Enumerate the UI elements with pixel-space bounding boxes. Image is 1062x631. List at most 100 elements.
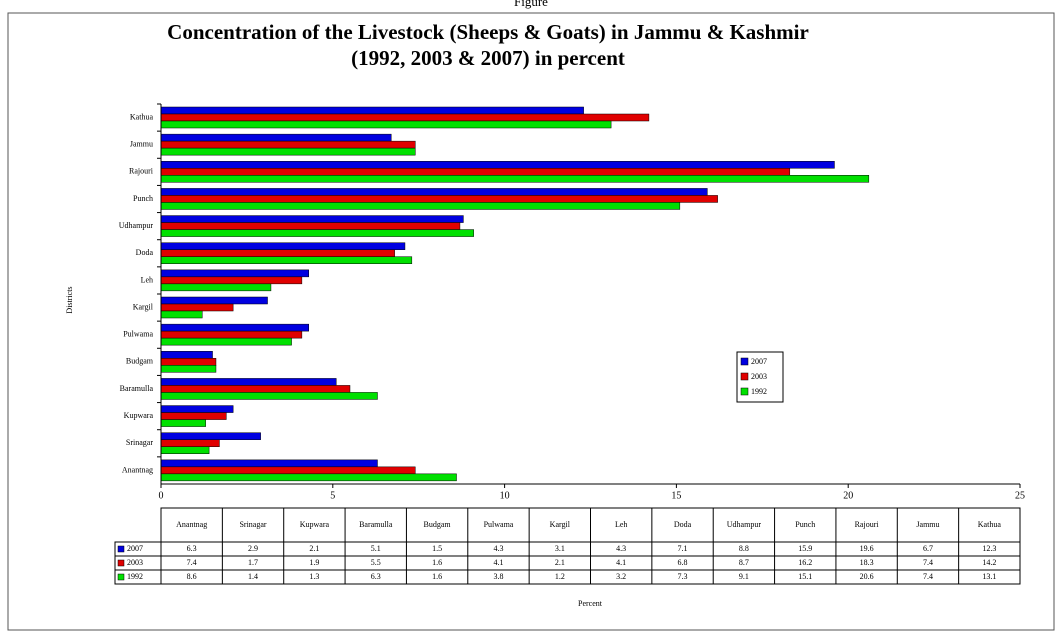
bar bbox=[160, 296, 268, 305]
table-value: 3.8 bbox=[493, 572, 503, 581]
table-value: 5.1 bbox=[371, 544, 381, 553]
y-tick-label: Budgam bbox=[126, 357, 154, 366]
y-axis-title: Districts bbox=[65, 286, 74, 313]
bar bbox=[160, 405, 234, 413]
table-header-label: Doda bbox=[674, 520, 692, 529]
legend-swatch bbox=[740, 372, 749, 381]
bar bbox=[160, 351, 213, 359]
bar bbox=[160, 446, 210, 454]
x-tick-label: 10 bbox=[500, 490, 510, 501]
table-value: 8.6 bbox=[187, 572, 197, 581]
table-header-label: Anantnag bbox=[176, 520, 207, 529]
legend-label: 2003 bbox=[751, 372, 767, 381]
bar bbox=[160, 303, 234, 312]
bar bbox=[160, 432, 261, 440]
bar bbox=[160, 392, 378, 400]
bar bbox=[160, 140, 416, 149]
bar bbox=[160, 466, 416, 475]
table-header-label: Kathua bbox=[978, 520, 1002, 529]
table-series: 1992 bbox=[127, 572, 143, 581]
bar bbox=[160, 168, 791, 176]
table-value: 6.7 bbox=[923, 544, 933, 553]
table-header-label: Pulwama bbox=[484, 520, 514, 529]
table-value: 15.9 bbox=[798, 544, 812, 553]
bar bbox=[160, 188, 708, 196]
bar bbox=[160, 242, 406, 250]
table-series: 2003 bbox=[127, 558, 143, 567]
table-value: 4.3 bbox=[493, 544, 503, 553]
bar bbox=[160, 459, 378, 468]
table-value: 2.1 bbox=[309, 544, 319, 553]
table-value: 7.4 bbox=[923, 558, 933, 567]
legend-label: 2007 bbox=[751, 357, 767, 366]
y-tick-label: Anantnag bbox=[122, 465, 153, 474]
bar bbox=[160, 310, 203, 319]
table-value: 7.3 bbox=[678, 572, 688, 581]
table-header-label: Leh bbox=[615, 520, 627, 529]
x-tick-label: 0 bbox=[159, 490, 164, 501]
table-value: 1.9 bbox=[309, 558, 319, 567]
table-value: 12.3 bbox=[982, 544, 996, 553]
chart-title: Concentration of the Livestock (Sheeps &… bbox=[167, 20, 809, 44]
y-tick-label: Doda bbox=[136, 248, 154, 257]
bar bbox=[160, 175, 870, 183]
bar bbox=[160, 113, 650, 122]
x-tick-label: 20 bbox=[843, 490, 853, 501]
table-value: 4.1 bbox=[616, 558, 626, 567]
table-header-label: Kupwara bbox=[300, 520, 330, 529]
table-value: 7.4 bbox=[187, 558, 197, 567]
caption: Figure bbox=[514, 0, 548, 9]
chart-title: (1992, 2003 & 2007) in percent bbox=[351, 46, 625, 70]
frame bbox=[7, 12, 1055, 631]
table-value: 5.5 bbox=[371, 558, 381, 567]
bar bbox=[160, 215, 464, 223]
table-header-label: Jammu bbox=[916, 520, 939, 529]
table-value: 1.5 bbox=[432, 544, 442, 553]
bar bbox=[160, 358, 217, 366]
table-value: 16.2 bbox=[798, 558, 812, 567]
table-value: 1.6 bbox=[432, 558, 442, 567]
table-value: 2.9 bbox=[248, 544, 258, 553]
bar bbox=[160, 106, 584, 115]
table-value: 18.3 bbox=[860, 558, 874, 567]
x-tick-label: 25 bbox=[1015, 490, 1025, 501]
y-tick-label: Punch bbox=[133, 194, 153, 203]
bar bbox=[160, 378, 337, 386]
x-tick-label: 5 bbox=[330, 490, 335, 501]
table-header-label: Rajouri bbox=[855, 520, 880, 529]
bar bbox=[160, 195, 718, 203]
bar bbox=[160, 133, 392, 142]
bar bbox=[160, 161, 835, 169]
table-value: 13.1 bbox=[982, 572, 996, 581]
bar bbox=[160, 249, 395, 257]
bar bbox=[160, 202, 681, 210]
table-value: 1.7 bbox=[248, 558, 258, 567]
table-header-label: Kargil bbox=[550, 520, 571, 529]
table-header-label: Udhampur bbox=[727, 520, 762, 529]
y-tick-label: Srinagar bbox=[126, 438, 153, 447]
y-tick-label: Baramulla bbox=[120, 384, 154, 393]
y-tick-label: Rajouri bbox=[129, 167, 154, 176]
table-value: 19.6 bbox=[860, 544, 874, 553]
bar bbox=[160, 365, 217, 373]
y-tick-label: Udhampur bbox=[119, 221, 154, 230]
table-value: 15.1 bbox=[798, 572, 812, 581]
table-value: 4.3 bbox=[616, 544, 626, 553]
bar bbox=[160, 439, 220, 447]
bar bbox=[160, 330, 303, 339]
bar bbox=[160, 385, 351, 393]
bar bbox=[160, 222, 461, 230]
table-value: 1.6 bbox=[432, 572, 442, 581]
bar bbox=[160, 269, 309, 278]
y-tick-label: Kathua bbox=[130, 112, 154, 121]
table-header-label: Baramulla bbox=[359, 520, 393, 529]
x-tick-label: 15 bbox=[671, 490, 681, 501]
table-swatch bbox=[117, 559, 125, 567]
legend-label: 1992 bbox=[751, 387, 767, 396]
table-value: 2.1 bbox=[555, 558, 565, 567]
bar bbox=[160, 147, 416, 156]
table-value: 3.1 bbox=[555, 544, 565, 553]
bar bbox=[160, 229, 474, 237]
table-header-label: Punch bbox=[795, 520, 815, 529]
